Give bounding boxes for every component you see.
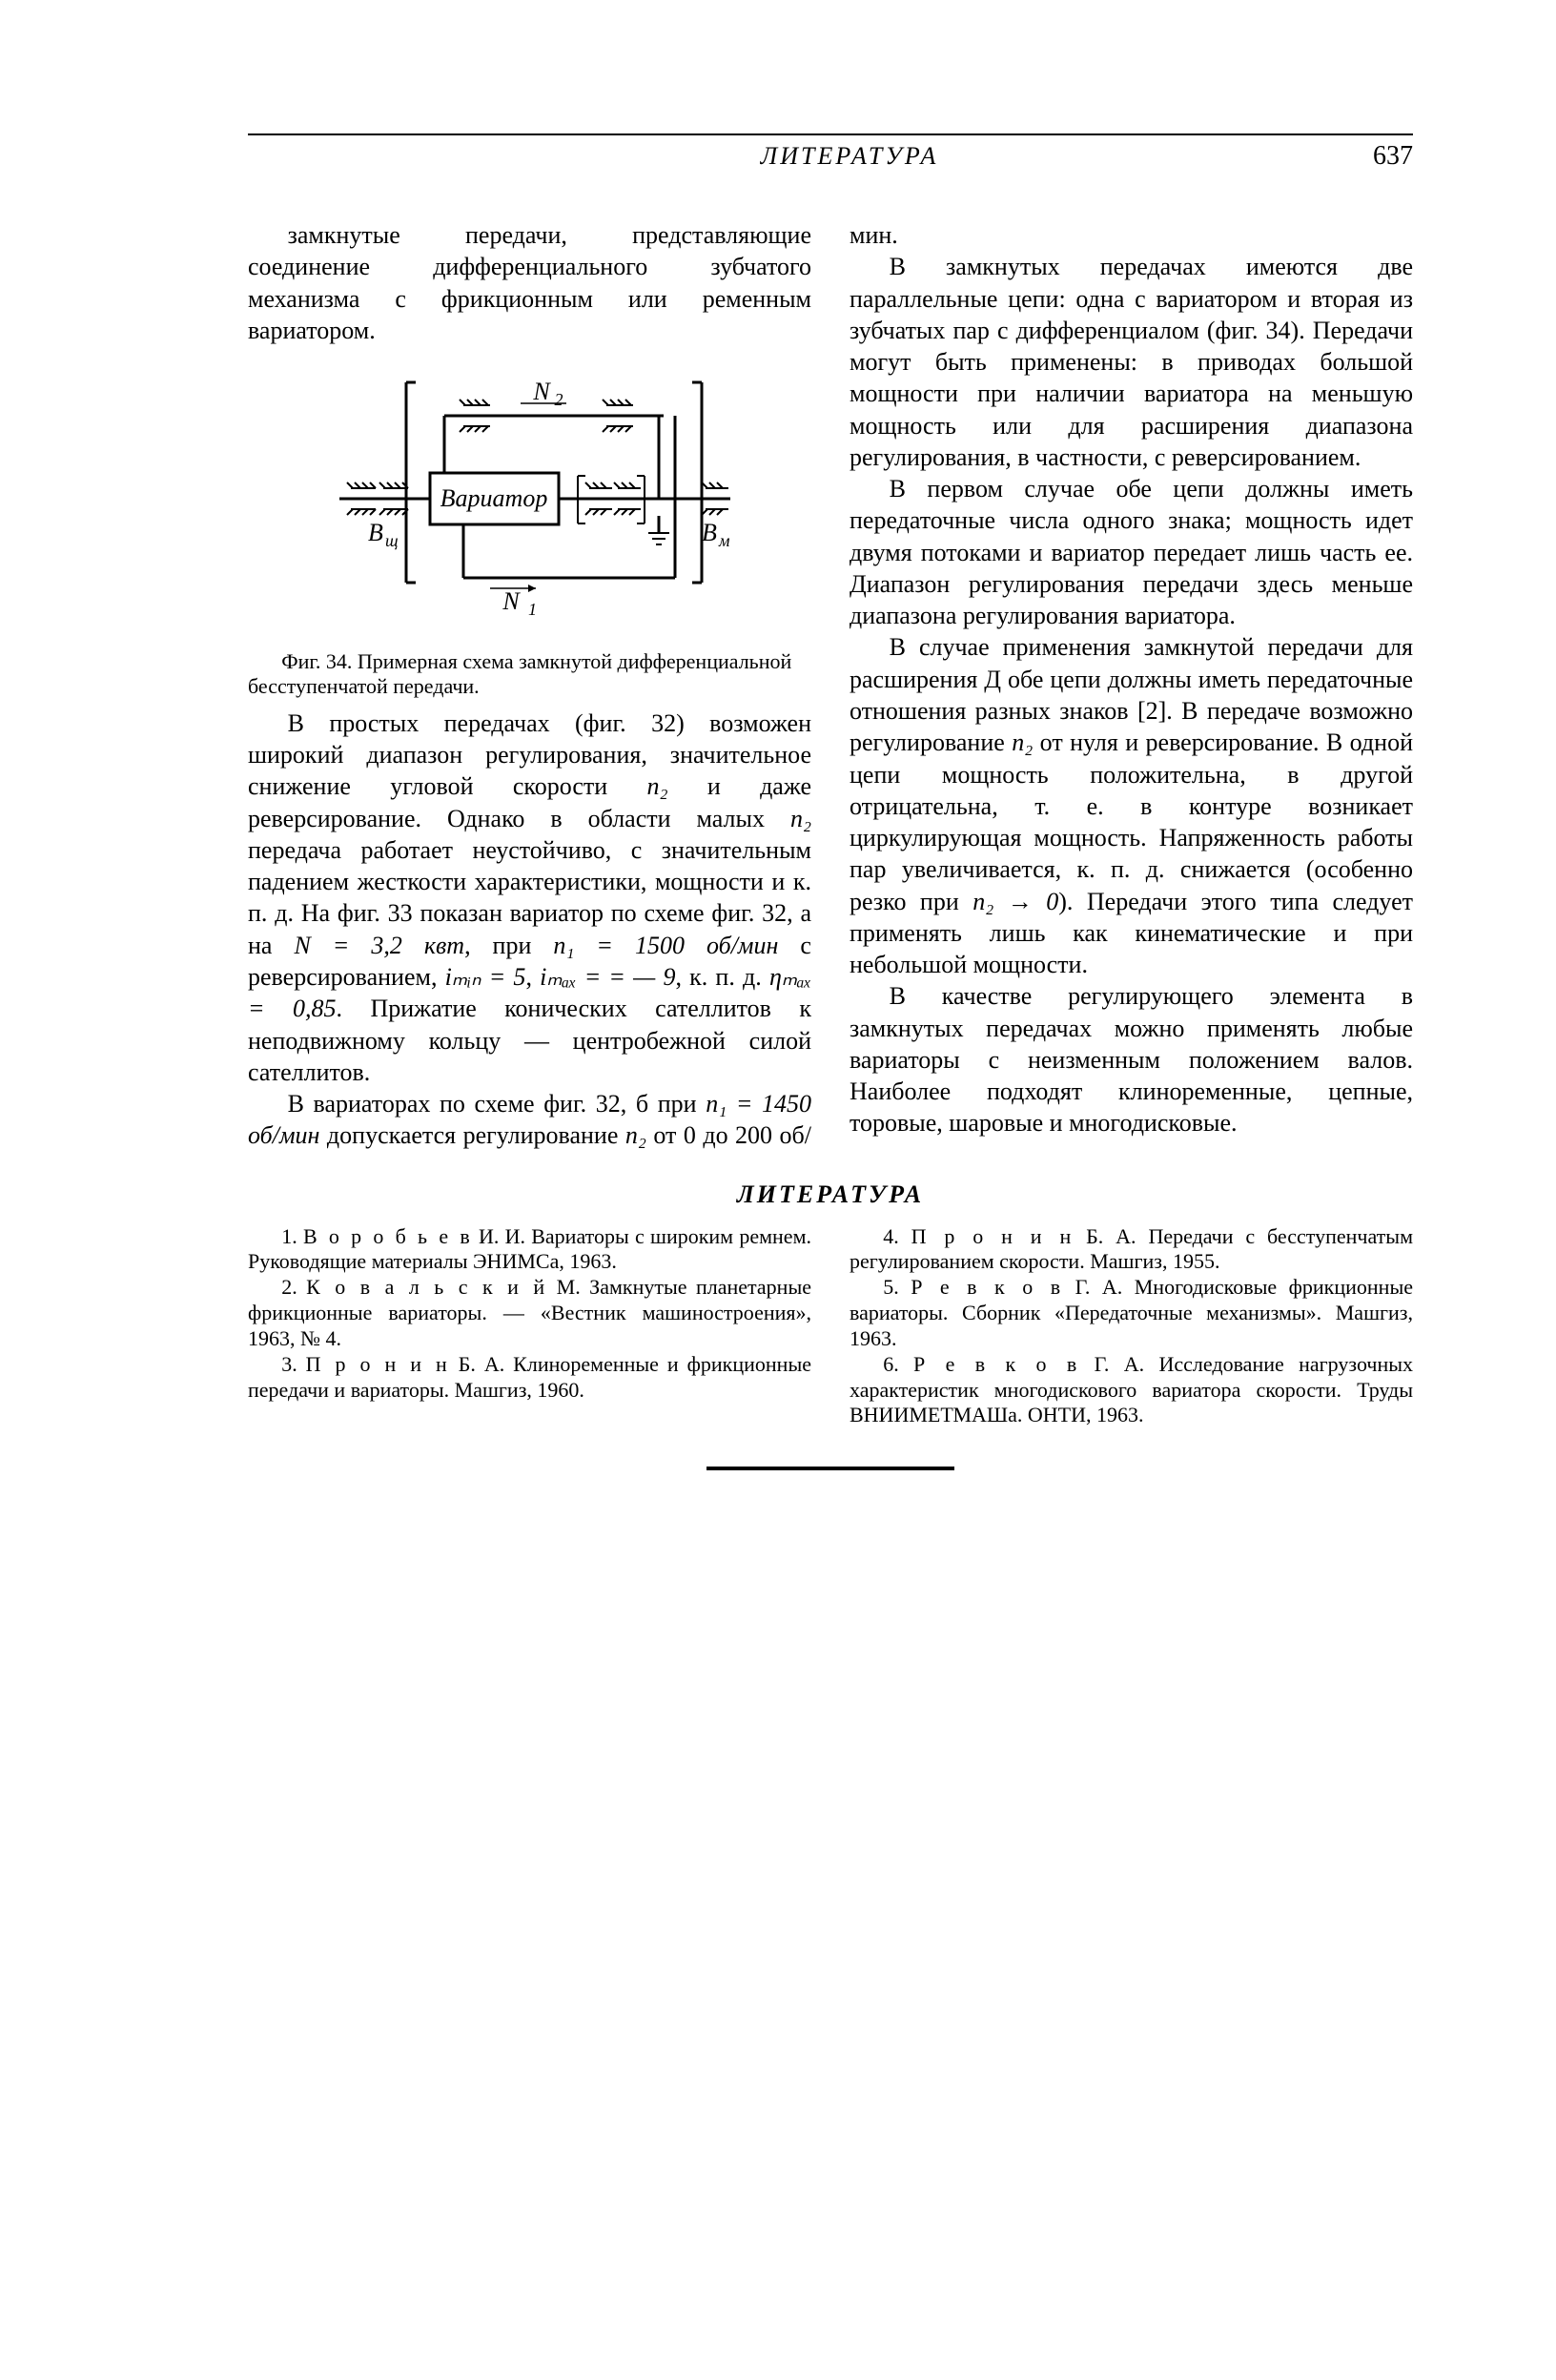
end-rule	[706, 1467, 954, 1470]
body-columns: замкнутые передачи, представляющие соеди…	[248, 219, 1413, 1152]
bib-item: 3. П р о н и н Б. А. Клиноременные и фри…	[248, 1352, 811, 1404]
figure-label-n1: N	[502, 587, 521, 615]
svg-text:2: 2	[554, 390, 563, 409]
running-header: ЛИТЕРАТУРА 637	[248, 141, 1413, 172]
page-number: 637	[1337, 141, 1413, 172]
figure-label-b-in: B	[368, 519, 383, 546]
figure-34: N 2 Вариатор B	[248, 363, 811, 700]
header-rule	[248, 133, 1413, 135]
svg-text:м: м	[718, 531, 730, 550]
paragraph-7: В качестве регулирующего элемента в замк…	[850, 980, 1413, 1139]
figure-label-b-out: B	[702, 519, 717, 546]
paragraph-4: В замкнутых передачах имеются две паралл…	[850, 251, 1413, 473]
svg-text:1: 1	[528, 600, 537, 619]
page: ЛИТЕРАТУРА 637 замкнутые передачи, предс…	[0, 0, 1556, 2380]
bib-item: 6. Р е в к о в Г. А. Исследование нагруз…	[850, 1352, 1413, 1428]
paragraph-6: В случае применения замкнутой передачи д…	[850, 631, 1413, 980]
bibliography-columns: 1. В о р о б ь е в И. И. Вариаторы с шир…	[248, 1224, 1413, 1429]
bib-item: 5. Р е в к о в Г. А. Многодисковые фрикц…	[850, 1275, 1413, 1351]
svg-text:щ: щ	[385, 531, 399, 550]
figure-label-variator: Вариатор	[440, 484, 547, 512]
bib-item: 1. В о р о б ь е в И. И. Вариаторы с шир…	[248, 1224, 811, 1276]
paragraph-1: замкнутые передачи, представляющие соеди…	[248, 219, 811, 346]
bibliography-title: ЛИТЕРАТУРА	[248, 1180, 1413, 1209]
figure-34-caption: Фиг. 34. Примерная схема замкнутой диффе…	[248, 649, 811, 700]
running-title: ЛИТЕРАТУРА	[248, 142, 1337, 171]
bib-item: 4. П р о н и н Б. А. Передачи с бесступе…	[850, 1224, 1413, 1276]
figure-label-n2: N	[532, 378, 551, 405]
figure-34-schematic: N 2 Вариатор B	[320, 363, 740, 640]
paragraph-5: В первом случае обе цепи должны иметь пе…	[850, 473, 1413, 631]
paragraph-2: В простых передачах (фиг. 32) возможен ш…	[248, 708, 811, 1088]
bib-item: 2. К о в а л ь с к и й М. Замкнутые план…	[248, 1275, 811, 1351]
